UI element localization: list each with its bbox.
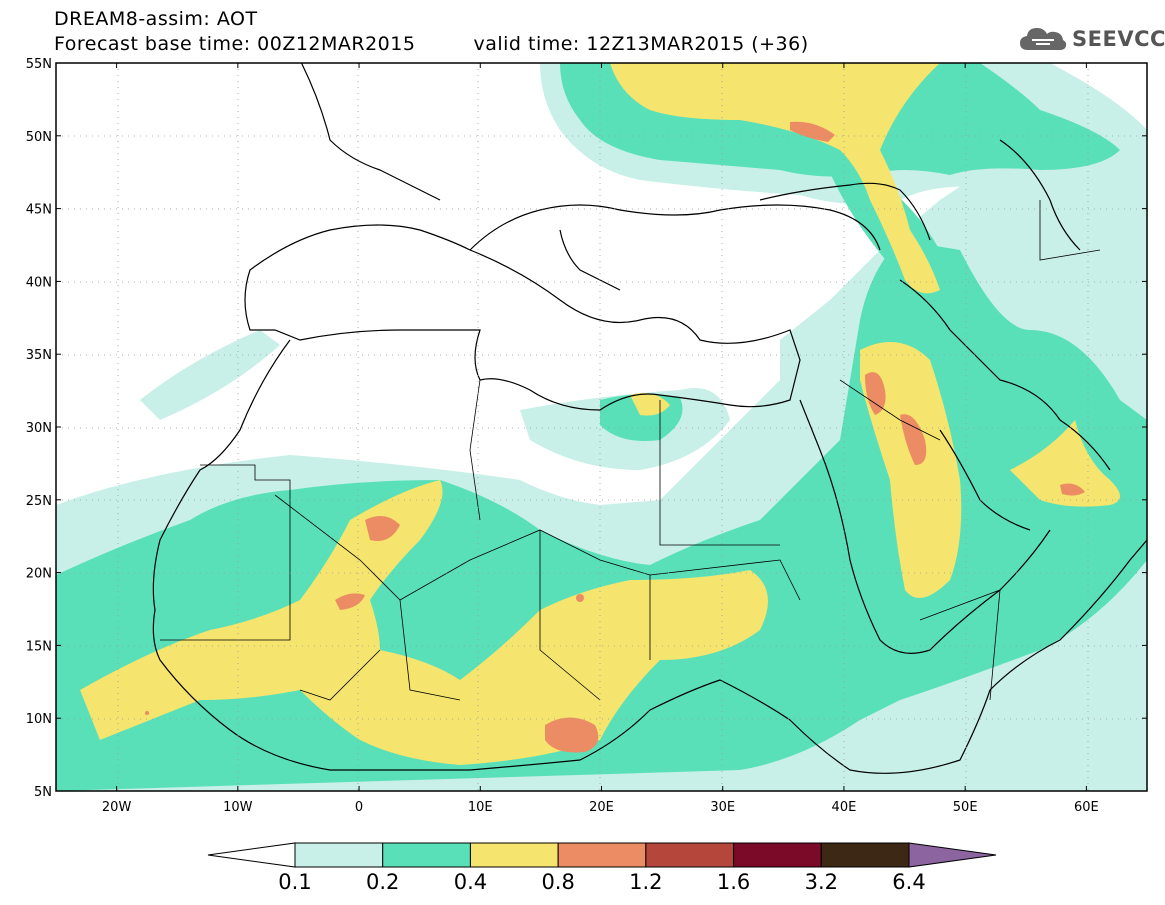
lat-label: 5N xyxy=(34,785,52,800)
lat-label: 20N xyxy=(26,567,52,582)
lon-label: 10W xyxy=(223,800,253,815)
lat-label: 25N xyxy=(26,494,52,509)
lon-label: 20W xyxy=(102,800,132,815)
colorbar-swatch xyxy=(469,842,559,868)
logo-text: SEEVCCC xyxy=(1072,27,1165,51)
colorbar-swatch xyxy=(294,842,384,868)
colorbar-label: 1.2 xyxy=(629,870,662,894)
valid-time: valid time: 12Z13MAR2015 (+36) xyxy=(473,33,809,55)
colorbar-swatch xyxy=(820,842,910,868)
country-borders xyxy=(160,200,1101,701)
coastlines xyxy=(152,63,1147,774)
lon-label: 40E xyxy=(832,800,857,815)
lon-label: 0 xyxy=(355,800,363,815)
lon-label: 10E xyxy=(468,800,493,815)
lat-label: 40N xyxy=(26,275,52,290)
lat-label: 50N xyxy=(26,130,52,145)
lat-label: 45N xyxy=(26,203,52,218)
colorbar-label: 1.6 xyxy=(717,870,750,894)
colorbar-min-triangle xyxy=(207,842,296,868)
lon-label: 30E xyxy=(710,800,735,815)
lat-label: 55N xyxy=(26,57,52,72)
colorbar-swatch xyxy=(733,842,822,868)
aot-field xyxy=(56,63,1147,791)
colorbar-label: 6.4 xyxy=(892,870,925,894)
colorbar-label: 0.2 xyxy=(366,870,399,894)
lat-label: 30N xyxy=(26,421,52,436)
lat-label: 10N xyxy=(26,712,52,727)
longitude-labels: 20W 10W 0 10E 20E 30E 40E 50E 60E xyxy=(102,63,1099,815)
seevccc-logo: SEEVCCC xyxy=(1018,22,1165,56)
colorbar-label: 0.4 xyxy=(454,870,487,894)
colorbar-label: 0.1 xyxy=(278,870,311,894)
aot-level-0.8 xyxy=(145,121,1085,753)
lon-label: 20E xyxy=(589,800,614,815)
grid xyxy=(56,63,1147,791)
aot-level-0.4 xyxy=(80,63,1120,765)
map-title: DREAM8-assim: AOT xyxy=(54,8,258,30)
lon-label: 50E xyxy=(953,800,978,815)
colorbar: 0.1 0.2 0.4 0.8 1.2 1.6 3.2 6.4 xyxy=(207,842,997,894)
base-time: Forecast base time: 00Z12MAR2015 xyxy=(54,33,416,55)
lon-label: 60E xyxy=(1074,800,1099,815)
colorbar-swatch xyxy=(557,842,647,868)
lat-label: 15N xyxy=(26,639,52,654)
colorbar-swatch xyxy=(382,842,471,868)
lat-label: 35N xyxy=(26,348,52,363)
forecast-times: Forecast base time: 00Z12MAR2015 valid ti… xyxy=(54,33,809,55)
colorbar-swatch xyxy=(645,842,735,868)
colorbar-label: 3.2 xyxy=(805,870,838,894)
colorbar-label: 0.8 xyxy=(541,870,574,894)
latitude-labels: 55N 50N 45N 40N 35N 30N 25N 20N 15N 10N 5N xyxy=(26,57,1147,800)
colorbar-max-triangle xyxy=(908,842,997,868)
cloud-icon xyxy=(1020,28,1067,50)
